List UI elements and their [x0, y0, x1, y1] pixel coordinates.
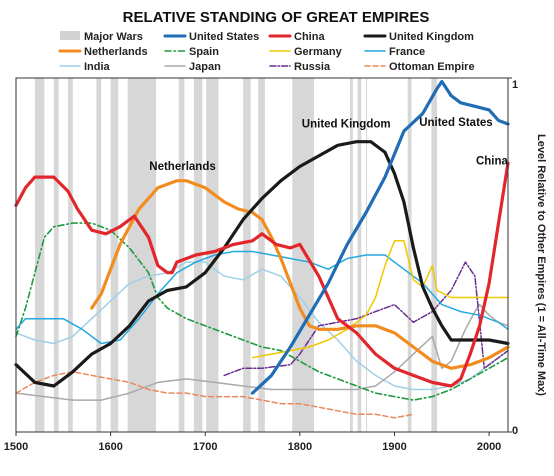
series-line-france: [15, 250, 509, 345]
war-band: [258, 78, 265, 432]
series-line-ottoman-empire: [15, 371, 415, 419]
war-band: [349, 78, 353, 432]
y-axis-label: Level Relative to Other Empires (1 = All…: [535, 134, 547, 396]
y-axis: 01: [508, 77, 518, 437]
legend: Major Wars United States China United Kingd…: [58, 31, 475, 73]
legend-item-germany: Germany: [269, 46, 343, 58]
legend-item-india: India: [59, 61, 111, 73]
war-band: [68, 78, 73, 432]
legend-item-russia: Russia: [269, 61, 331, 73]
x-tick-label: 1500: [4, 441, 28, 453]
war-band: [127, 78, 157, 432]
y-tick-label: 1: [512, 79, 518, 91]
x-tick-label: 1700: [193, 441, 217, 453]
war-band: [243, 78, 251, 432]
legend-label: France: [389, 46, 425, 58]
war-band: [178, 78, 185, 432]
legend-label: United Kingdom: [389, 31, 474, 43]
y-tick-label: 0: [512, 425, 518, 437]
annotation-united-kingdom: United Kingdom: [302, 119, 391, 131]
legend-label: Russia: [294, 61, 331, 73]
legend-item-major-wars: Major Wars: [60, 31, 143, 43]
legend-label: China: [294, 31, 325, 43]
annotation-china: China: [476, 156, 509, 168]
series-line-spain: [15, 222, 509, 401]
legend-item-spain: Spain: [164, 46, 219, 58]
series-line-japan: [15, 303, 509, 401]
series-line-united-kingdom: [14, 140, 510, 388]
chart-title: RELATIVE STANDING OF GREAT EMPIRES: [123, 9, 430, 26]
x-tick-label: 1600: [98, 441, 122, 453]
legend-item-ottoman-empire: Ottoman Empire: [364, 61, 475, 73]
x-axis: 1500 1600 1700 1800 1900 2000: [4, 432, 501, 453]
legend-label: Germany: [294, 46, 343, 58]
legend-item-japan: Japan: [164, 61, 221, 73]
legend-item-united-kingdom: United Kingdom: [363, 31, 474, 43]
legend-label: United States: [189, 31, 259, 43]
series-line-india: [15, 261, 509, 391]
legend-item-netherlands: Netherlands: [58, 46, 148, 58]
legend-label: India: [84, 61, 111, 73]
series-annotations: Netherlands United Kingdom United States Ch…: [149, 117, 508, 173]
x-tick-label: 2000: [477, 441, 501, 453]
legend-label: Japan: [189, 61, 221, 73]
war-band: [431, 78, 438, 432]
legend-label: Netherlands: [84, 46, 148, 58]
legend-label: Major Wars: [84, 31, 143, 43]
x-tick-label: 1800: [288, 441, 312, 453]
annotation-netherlands: Netherlands: [149, 161, 215, 173]
war-band: [206, 78, 219, 432]
war-band: [53, 78, 59, 432]
legend-label: Spain: [189, 46, 219, 58]
series-line-russia: [223, 261, 509, 377]
legend-item-united-states: United States: [163, 31, 259, 43]
war-band: [292, 78, 315, 432]
series-line-germany: [251, 240, 509, 359]
plot-frame: [15, 77, 509, 433]
annotation-united-states: United States: [419, 117, 493, 129]
legend-swatch-major-wars: [60, 31, 80, 40]
x-tick-label: 1900: [382, 441, 406, 453]
series-line-united-states: [250, 79, 510, 395]
war-band: [357, 78, 362, 432]
series-line-china: [14, 161, 510, 388]
war-band: [407, 78, 412, 432]
legend-label: Ottoman Empire: [389, 61, 475, 73]
series-lines: [14, 79, 510, 419]
war-band: [96, 78, 102, 432]
series-line-netherlands: [90, 179, 510, 370]
legend-item-china: China: [268, 31, 325, 43]
legend-item-france: France: [364, 46, 425, 58]
